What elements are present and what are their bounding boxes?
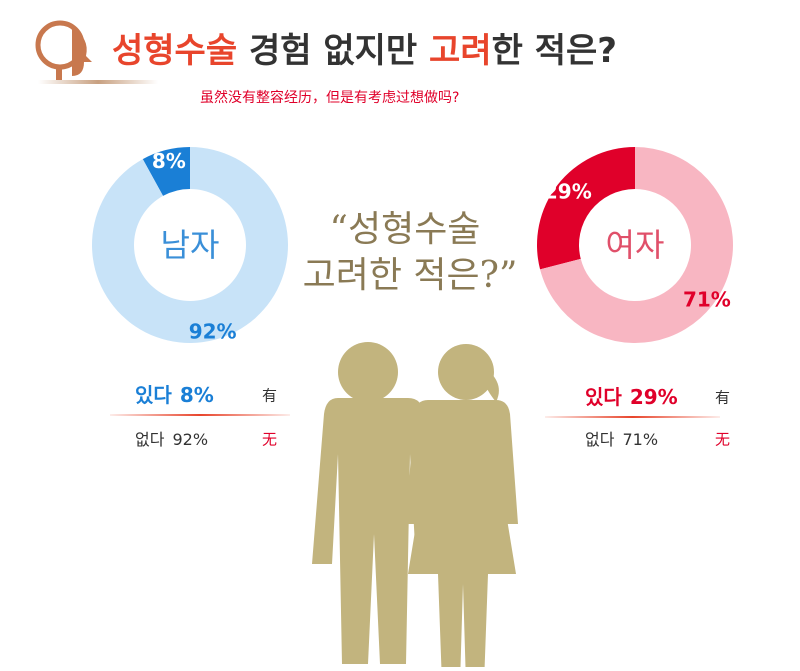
legend-value: 8%: [180, 383, 214, 407]
value-label: 92%: [189, 320, 237, 344]
donut-center-label: 남자: [161, 226, 220, 264]
legend-category: 있다: [135, 383, 172, 407]
donut-segment: [537, 147, 635, 270]
title-part: 경험 없지만: [237, 31, 429, 71]
legend-divider: [110, 414, 290, 416]
title-part: 한 적은?: [492, 31, 617, 71]
quote-line: 고려한 적은?”: [303, 255, 518, 296]
donut-segment: [540, 147, 733, 343]
title-icon: [35, 20, 158, 84]
legend-translation: 无: [715, 431, 730, 449]
legend-value: 29%: [630, 385, 678, 409]
legend-translation: 有: [262, 387, 277, 405]
legend-entry: 있다 8%: [135, 383, 214, 407]
value-label: 8%: [152, 149, 186, 173]
legend-entry: 없다 92%: [135, 430, 208, 449]
donut-center-label: 여자: [606, 226, 665, 264]
legend-value: 92%: [172, 430, 208, 449]
legend-divider: [545, 416, 720, 418]
couple-figure: [312, 342, 518, 671]
legend-translation: 无: [262, 431, 277, 449]
legend-entry: 있다 29%: [585, 385, 678, 409]
title: 성형수술 경험 없지만 고려한 적은?: [112, 31, 617, 71]
title-part: 성형수술: [112, 31, 237, 71]
legend-value: 71%: [622, 430, 658, 449]
subtitle: 虽然没有整容经历，但是有考虑过想做吗?: [200, 89, 459, 106]
donut-segment: [92, 147, 289, 343]
legend-category: 있다: [585, 385, 622, 409]
quote-line: “성형수술: [330, 209, 481, 250]
value-label: 71%: [683, 287, 731, 311]
legend-translation: 有: [715, 389, 730, 407]
donut-segment: [142, 147, 190, 196]
value-label: 29%: [544, 179, 592, 203]
legend-category: 없다: [135, 430, 165, 449]
title-part: 고려: [429, 31, 492, 71]
legend-category: 없다: [585, 430, 615, 449]
legend-entry: 없다 71%: [585, 430, 658, 449]
